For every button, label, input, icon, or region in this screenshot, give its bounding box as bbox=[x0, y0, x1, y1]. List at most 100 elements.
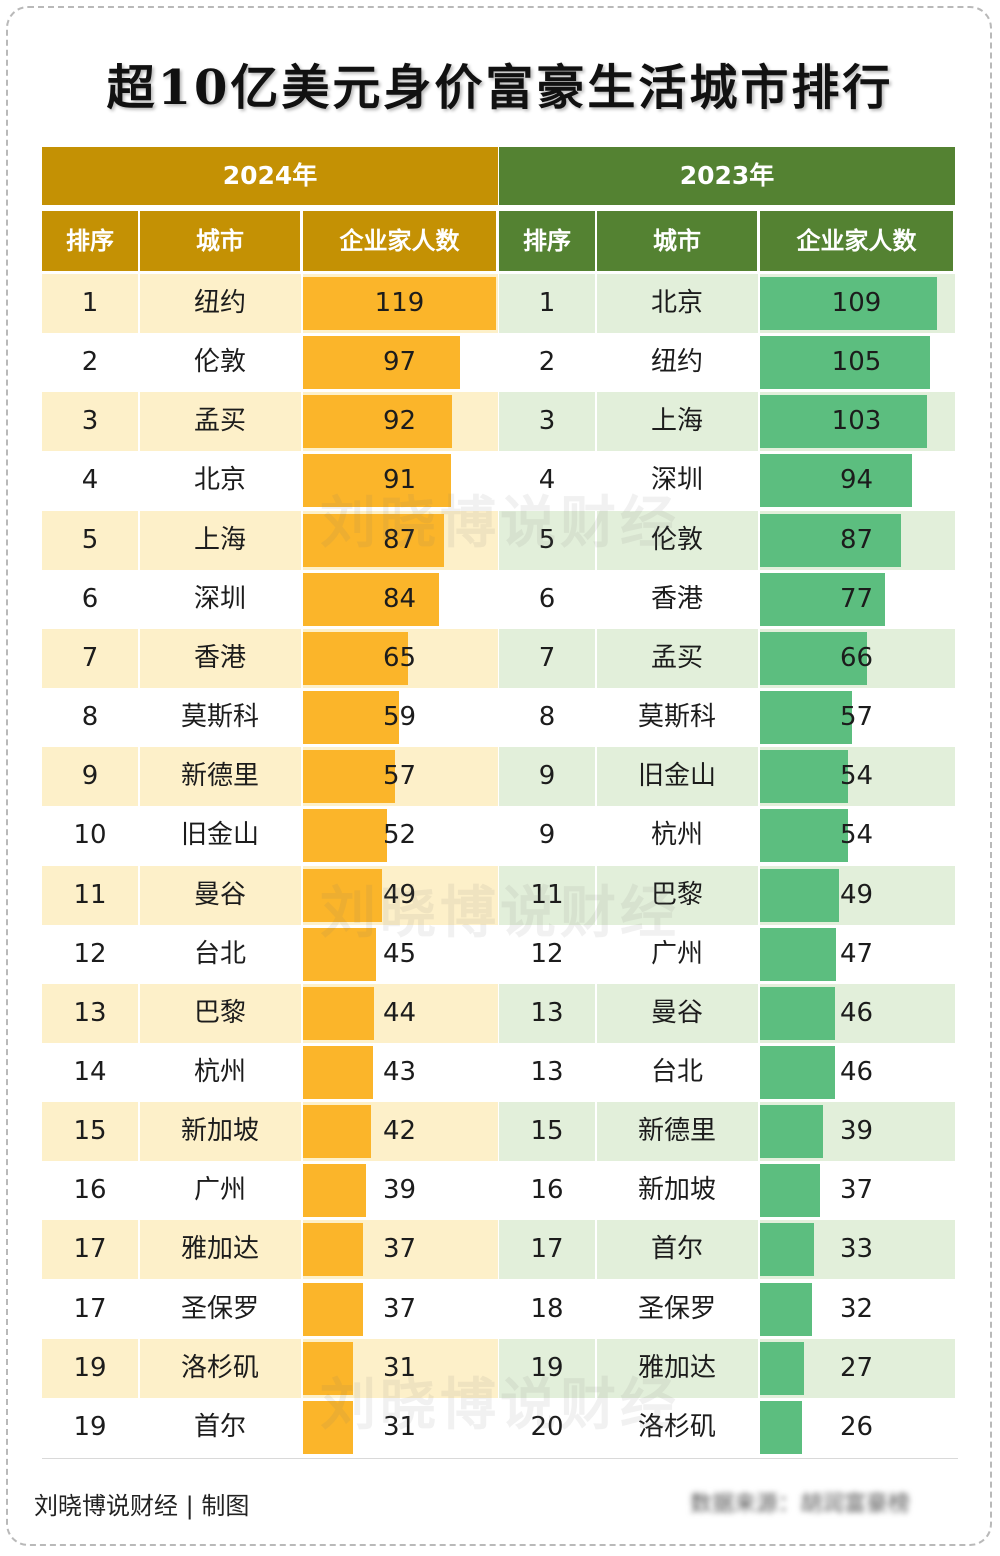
count-bar bbox=[303, 336, 460, 390]
count-bar bbox=[303, 572, 439, 626]
column-separator bbox=[758, 510, 760, 570]
city-cell: 新德里 bbox=[180, 761, 259, 792]
rank-cell: 8 bbox=[81, 702, 99, 733]
row-background bbox=[42, 1338, 498, 1398]
count-bar bbox=[760, 809, 848, 863]
count-label: 91 bbox=[382, 465, 417, 496]
count-bar bbox=[303, 1341, 353, 1395]
count-bar bbox=[760, 1341, 804, 1395]
rank-cell: 15 bbox=[530, 1116, 564, 1147]
column-separator bbox=[595, 1220, 597, 1280]
column-separator bbox=[595, 1338, 597, 1398]
count-label: 39 bbox=[382, 1175, 417, 1206]
city-cell: 上海 bbox=[193, 524, 246, 555]
count-label: 37 bbox=[839, 1175, 874, 1206]
column-header-1-2: 企业家人数 bbox=[760, 211, 953, 271]
rank-cell: 4 bbox=[81, 465, 99, 496]
rank-cell: 7 bbox=[81, 642, 99, 673]
rank-cell: 16 bbox=[73, 1175, 107, 1206]
count-bar bbox=[760, 631, 867, 685]
rank-cell: 16 bbox=[530, 1175, 564, 1206]
city-cell: 巴黎 bbox=[193, 997, 246, 1028]
footer-divider bbox=[42, 1458, 958, 1459]
rank-cell: 13 bbox=[530, 997, 564, 1028]
column-separator bbox=[301, 628, 303, 688]
column-separator bbox=[758, 392, 760, 452]
column-separator bbox=[758, 274, 760, 333]
rank-cell: 18 bbox=[530, 1293, 564, 1324]
city-cell: 莫斯科 bbox=[637, 702, 716, 733]
card-frame bbox=[6, 6, 992, 1546]
count-bar bbox=[303, 868, 382, 922]
column-header-1-1: 城市 bbox=[597, 211, 757, 271]
column-separator bbox=[595, 628, 597, 688]
rank-cell: 12 bbox=[530, 938, 564, 969]
count-label: 42 bbox=[382, 1116, 417, 1147]
city-cell: 首尔 bbox=[193, 1411, 246, 1442]
count-label: 31 bbox=[382, 1411, 417, 1442]
count-label: 49 bbox=[382, 879, 417, 910]
rank-cell: 15 bbox=[73, 1116, 107, 1147]
column-separator bbox=[301, 983, 303, 1043]
count-bar bbox=[760, 750, 848, 804]
column-separator bbox=[595, 510, 597, 570]
rank-cell: 10 bbox=[73, 820, 107, 851]
city-cell: 台北 bbox=[193, 938, 246, 969]
city-cell: 上海 bbox=[650, 406, 703, 437]
column-separator bbox=[595, 274, 597, 333]
year-header-0: 2024年 bbox=[42, 147, 498, 205]
row-background bbox=[42, 1220, 498, 1280]
count-bar bbox=[303, 513, 444, 567]
city-cell: 旧金山 bbox=[180, 820, 259, 851]
column-header-0-2: 企业家人数 bbox=[303, 211, 496, 271]
city-cell: 深圳 bbox=[650, 465, 703, 496]
column-separator bbox=[595, 865, 597, 925]
count-bar bbox=[303, 454, 451, 508]
city-cell: 孟买 bbox=[650, 642, 703, 673]
count-label: 54 bbox=[839, 761, 874, 792]
row-background bbox=[499, 1220, 955, 1280]
row-background bbox=[42, 747, 498, 807]
rank-cell: 13 bbox=[73, 997, 107, 1028]
rank-cell: 9 bbox=[81, 761, 99, 792]
rank-cell: 2 bbox=[81, 347, 99, 378]
count-bar bbox=[303, 277, 496, 330]
column-separator bbox=[138, 747, 140, 807]
count-label: 54 bbox=[839, 820, 874, 851]
count-label: 37 bbox=[382, 1293, 417, 1324]
row-background bbox=[499, 1102, 955, 1162]
count-bar bbox=[760, 1164, 820, 1218]
column-separator bbox=[595, 392, 597, 452]
city-cell: 香港 bbox=[650, 583, 703, 614]
count-label: 33 bbox=[839, 1234, 874, 1265]
count-label: 66 bbox=[839, 642, 874, 673]
count-bar bbox=[303, 927, 376, 981]
count-label: 92 bbox=[382, 406, 417, 437]
count-bar bbox=[760, 1400, 802, 1454]
city-cell: 新加坡 bbox=[637, 1175, 716, 1206]
column-separator bbox=[595, 1102, 597, 1162]
row-background bbox=[42, 983, 498, 1043]
column-separator bbox=[758, 1220, 760, 1280]
row-background bbox=[499, 983, 955, 1043]
count-bar bbox=[760, 986, 835, 1040]
rank-cell: 13 bbox=[530, 1056, 564, 1087]
count-label: 84 bbox=[382, 583, 417, 614]
city-cell: 雅加达 bbox=[637, 1352, 716, 1383]
count-bar bbox=[303, 1400, 353, 1454]
column-separator bbox=[138, 274, 140, 333]
count-label: 26 bbox=[839, 1411, 874, 1442]
column-header-1-0: 排序 bbox=[499, 211, 595, 271]
column-header-0-1: 城市 bbox=[140, 211, 300, 271]
count-label: 65 bbox=[382, 642, 417, 673]
rank-cell: 11 bbox=[73, 879, 107, 910]
count-bar bbox=[760, 691, 852, 745]
city-cell: 深圳 bbox=[193, 583, 246, 614]
count-bar bbox=[760, 868, 839, 922]
column-separator bbox=[301, 274, 303, 333]
rank-cell: 14 bbox=[73, 1056, 107, 1087]
count-bar bbox=[303, 1045, 373, 1099]
count-bar bbox=[303, 691, 399, 745]
rank-cell: 6 bbox=[538, 583, 556, 614]
column-separator bbox=[758, 1102, 760, 1162]
